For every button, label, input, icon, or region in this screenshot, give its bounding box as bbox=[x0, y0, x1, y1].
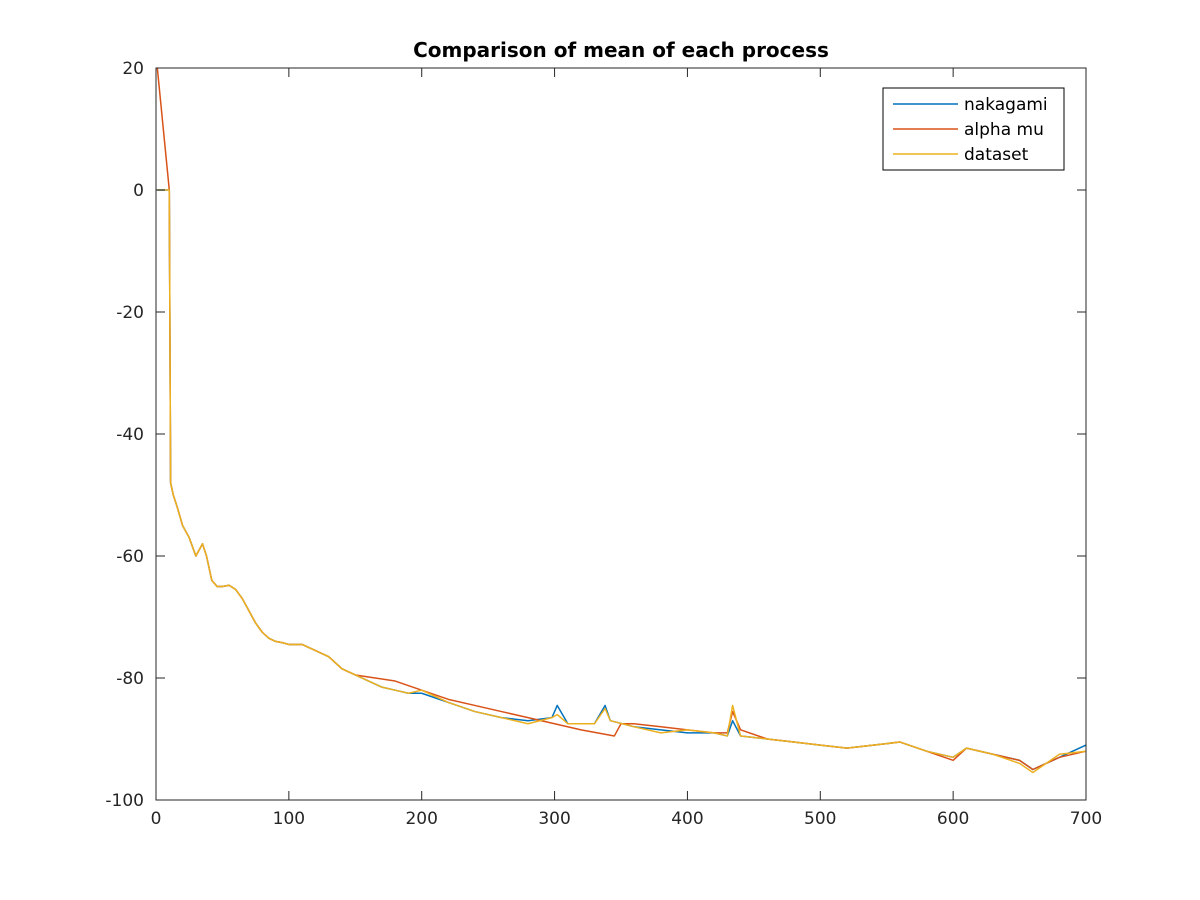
chart-title: Comparison of mean of each process bbox=[413, 38, 829, 62]
y-tick-label: 0 bbox=[133, 181, 144, 201]
x-tick-label: 0 bbox=[151, 809, 162, 829]
y-tick-label: -80 bbox=[116, 669, 144, 689]
x-tick-label: 500 bbox=[804, 809, 836, 829]
x-tick-label: 300 bbox=[538, 809, 570, 829]
y-tick-label: -20 bbox=[116, 303, 144, 323]
y-tick-label: -40 bbox=[116, 425, 144, 445]
legend-label: alpha mu bbox=[964, 120, 1044, 140]
x-tick-label: 700 bbox=[1070, 809, 1102, 829]
legend-label: nakagami bbox=[964, 95, 1048, 115]
y-tick-label: 20 bbox=[122, 59, 144, 79]
x-tick-label: 100 bbox=[273, 809, 305, 829]
plot-area bbox=[156, 68, 1086, 800]
axes-box bbox=[155, 67, 1087, 801]
legend: nakagami alpha mu dataset bbox=[882, 87, 1065, 171]
x-tick-label: 600 bbox=[937, 809, 969, 829]
x-tick-label: 400 bbox=[671, 809, 703, 829]
y-tick-label: -100 bbox=[105, 791, 144, 811]
series-layer bbox=[156, 67, 1087, 774]
y-tick-label: -60 bbox=[116, 547, 144, 567]
series-line-dataset bbox=[157, 189, 1087, 774]
tick-label-layer: 0 100 200 300 400 500 600 700 -100 -80 -60 -40 -20 0 2… bbox=[105, 59, 1102, 829]
legend-label: dataset bbox=[964, 145, 1029, 165]
x-tick-label: 200 bbox=[405, 809, 437, 829]
